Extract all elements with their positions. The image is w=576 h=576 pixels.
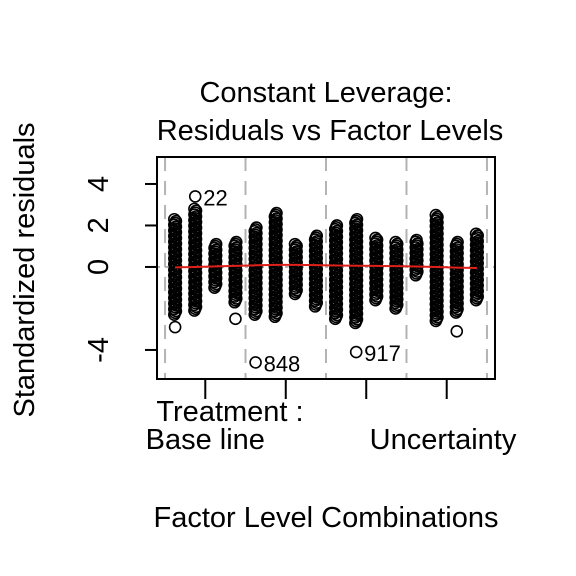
y-axis-label: Standardized residuals bbox=[9, 122, 41, 417]
residual-point bbox=[350, 212, 364, 226]
residual-point bbox=[209, 237, 223, 251]
x-level-label: Base line bbox=[146, 424, 265, 456]
residual-point bbox=[370, 233, 384, 247]
outlier-label: 848 bbox=[264, 351, 301, 376]
y-tick-label: -4 bbox=[83, 337, 115, 363]
residual-point bbox=[451, 235, 464, 249]
residual-point bbox=[431, 210, 444, 224]
chart-title-line-2: Residuals vs Factor Levels bbox=[157, 115, 504, 147]
residual-point-outlier bbox=[229, 312, 242, 326]
chart-title-line-1: Constant Leverage: bbox=[199, 77, 452, 109]
residual-point bbox=[410, 233, 423, 247]
outlier-label: 22 bbox=[203, 185, 227, 210]
residual-point bbox=[389, 235, 402, 249]
residual-point-outlier bbox=[249, 356, 262, 369]
residual-point bbox=[270, 206, 283, 220]
residual-point bbox=[369, 231, 382, 245]
residual-point bbox=[168, 212, 181, 226]
residual-point bbox=[310, 229, 324, 243]
y-tick-label: 4 bbox=[83, 176, 115, 192]
residual-point bbox=[229, 235, 243, 249]
x-level-label: Uncertainty bbox=[370, 424, 517, 456]
factor-label: Treatment : bbox=[156, 396, 303, 428]
residual-point bbox=[250, 221, 263, 234]
residual-point bbox=[330, 219, 344, 232]
plot-area: 22 848 917 -4 0 2 4 Base line Uncertainty bbox=[83, 156, 517, 456]
residual-point bbox=[169, 214, 183, 228]
residual-point bbox=[188, 202, 201, 216]
residual-point bbox=[471, 229, 484, 242]
residual-point bbox=[429, 208, 443, 222]
residual-point-outlier bbox=[168, 320, 182, 334]
outlier-label: 917 bbox=[364, 341, 401, 366]
residual-point bbox=[288, 237, 302, 251]
y-tick-label: 2 bbox=[83, 217, 115, 233]
smoothed-fit-line bbox=[175, 263, 477, 269]
residual-point bbox=[290, 239, 303, 253]
residual-point bbox=[390, 237, 404, 251]
residual-point-outlier bbox=[349, 345, 363, 359]
x-axis-label: Factor Level Combinations bbox=[154, 502, 499, 534]
plot-frame bbox=[156, 156, 496, 380]
y-tick-label: 0 bbox=[83, 259, 115, 275]
residual-point-outlier bbox=[188, 190, 202, 203]
residual-point-outlier bbox=[450, 324, 464, 338]
residual-point bbox=[469, 227, 483, 241]
residual-point bbox=[189, 204, 203, 218]
